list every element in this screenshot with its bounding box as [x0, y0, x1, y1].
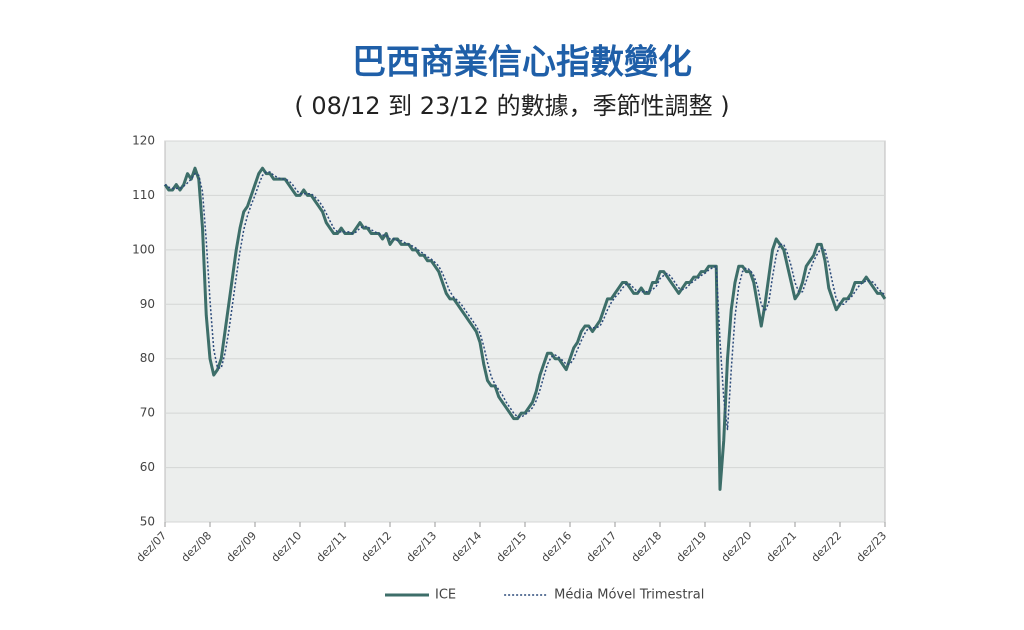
x-tick-label: dez/17	[584, 529, 620, 565]
x-tick-label: dez/13	[404, 529, 440, 565]
x-tick-label: dez/09	[224, 529, 260, 565]
y-tick-label: 60	[140, 460, 155, 474]
x-tick-label: dez/20	[719, 529, 755, 565]
plot-area	[164, 140, 886, 523]
x-tick-label: dez/12	[359, 529, 395, 565]
x-tick-label: dez/23	[854, 529, 890, 565]
x-tick-label: dez/22	[809, 529, 845, 565]
x-tick-label: dez/10	[269, 529, 305, 565]
x-tick-label: dez/14	[449, 529, 485, 565]
y-tick-label: 90	[140, 297, 155, 311]
x-tick-label: dez/08	[179, 529, 215, 565]
x-tick-label: dez/21	[764, 529, 800, 565]
x-tick-label: dez/16	[539, 529, 575, 565]
x-tick-label: dez/15	[494, 529, 530, 565]
x-tick-label: dez/07	[134, 529, 170, 565]
chart-subtitle: ( 08/12 到 23/12 的數據，季節性調整 )	[294, 92, 729, 120]
y-tick-label: 80	[140, 351, 155, 365]
y-tick-label: 100	[132, 242, 155, 256]
y-tick-label: 120	[132, 134, 155, 148]
x-tick-label: dez/11	[314, 529, 350, 565]
chart-title: 巴西商業信心指數變化	[352, 43, 692, 83]
y-tick-label: 50	[140, 515, 155, 529]
y-tick-label: 70	[140, 406, 155, 420]
x-tick-label: dez/19	[674, 529, 710, 565]
line-series	[163, 166, 887, 491]
legend-label: Média Móvel Trimestral	[554, 588, 704, 603]
legend-label: ICE	[435, 588, 456, 603]
x-tick-label: dez/18	[629, 529, 665, 565]
y-tick-label: 110	[132, 188, 155, 202]
